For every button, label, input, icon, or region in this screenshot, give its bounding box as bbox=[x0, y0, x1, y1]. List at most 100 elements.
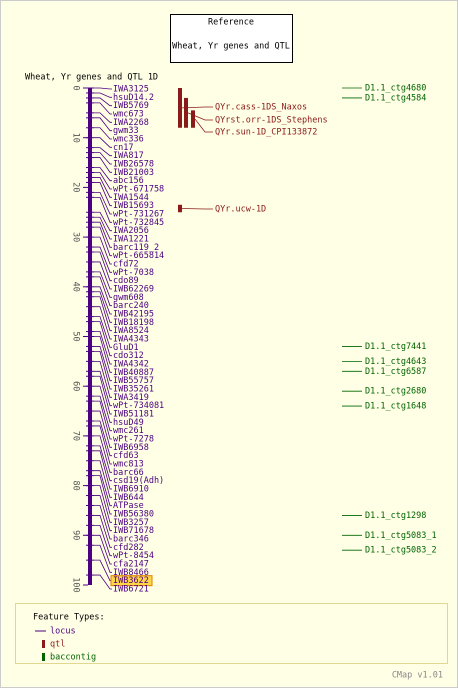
locus-label: IWB5769 bbox=[113, 101, 149, 111]
qtl-label: QYr.cass-1DS_Naxos bbox=[215, 103, 307, 113]
qtl-connector bbox=[181, 106, 213, 109]
locus-label: IWA4342 bbox=[113, 360, 149, 370]
locus-label: ATPase bbox=[113, 501, 144, 511]
footer: CMap v1.01 bbox=[392, 671, 443, 681]
contig-label: D1.1_ctg4584 bbox=[365, 93, 426, 103]
locus-connector bbox=[94, 221, 112, 248]
locus-label: wPt-734081 bbox=[113, 401, 164, 411]
locus-label: IWB8466 bbox=[113, 568, 149, 578]
locus-connector bbox=[94, 410, 112, 448]
locus-connector bbox=[94, 216, 112, 240]
locus-label: IWA3419 bbox=[113, 393, 149, 403]
locus-label: IWB35261 bbox=[113, 385, 154, 395]
locus-connector bbox=[94, 112, 112, 123]
locus-connector bbox=[94, 331, 112, 365]
locus-label: IWB62269 bbox=[113, 285, 154, 295]
locus-label: barc240 bbox=[113, 301, 149, 311]
tick-label: 40 bbox=[71, 282, 81, 292]
locus-label: wmc813 bbox=[113, 460, 144, 470]
legend-box bbox=[15, 603, 448, 664]
locus-connector bbox=[94, 346, 112, 382]
locus-label: cfd282 bbox=[113, 543, 144, 553]
locus-label: IWB40887 bbox=[113, 368, 154, 378]
locus-label: IWB55757 bbox=[113, 376, 154, 386]
locus-label: gwm608 bbox=[113, 293, 144, 303]
locus-connector bbox=[94, 211, 112, 232]
legend-title: Feature Types: bbox=[33, 613, 105, 623]
locus-label: IWB42195 bbox=[113, 310, 154, 320]
legend-contig-icon bbox=[42, 653, 45, 661]
tick-label: 20 bbox=[71, 182, 81, 192]
locus-label: cn17 bbox=[113, 143, 133, 153]
locus-connector bbox=[94, 291, 112, 323]
contig-label: D1.1_ctg5083_1 bbox=[365, 531, 437, 541]
locus-label: cfa2147 bbox=[113, 560, 149, 570]
locus-label: abc156 bbox=[113, 176, 144, 186]
locus-label: IWB644 bbox=[113, 493, 144, 503]
locus-connector bbox=[94, 102, 112, 115]
locus-connector bbox=[94, 97, 112, 107]
tick-label: 80 bbox=[71, 480, 81, 490]
qtl-bar bbox=[178, 204, 182, 213]
map-title: Wheat, Yr genes and QTL 1D bbox=[25, 73, 158, 83]
locus-label: cfd72 bbox=[113, 260, 139, 270]
locus-label: IWB6958 bbox=[113, 443, 149, 453]
qtl-bar bbox=[184, 97, 188, 128]
legend-item: locus bbox=[50, 627, 76, 637]
contig-label: D1.1_ctg7441 bbox=[365, 342, 426, 352]
tick-label: 60 bbox=[71, 381, 81, 391]
tick-label: 0 bbox=[71, 85, 81, 90]
locus-label: IWB6721 bbox=[113, 585, 149, 595]
locus-label: IWA3125 bbox=[113, 85, 149, 95]
locus-connector bbox=[94, 246, 112, 273]
locus-connector bbox=[94, 385, 112, 423]
locus-connector bbox=[94, 191, 112, 215]
highlight-box bbox=[110, 575, 153, 587]
locus-label: wPt-7278 bbox=[113, 435, 154, 445]
locus-connector bbox=[94, 505, 112, 540]
locus-connector bbox=[94, 360, 112, 398]
locus-label: csd19(Adh) bbox=[113, 476, 164, 486]
locus-connector bbox=[94, 127, 112, 140]
locus-connector bbox=[94, 450, 112, 490]
tick-label: 90 bbox=[71, 530, 81, 540]
locus-label: IWB56380 bbox=[113, 510, 154, 520]
locus-connector bbox=[94, 445, 112, 482]
locus-label: wPt-8454 bbox=[113, 551, 154, 561]
locus-connector bbox=[94, 370, 112, 407]
locus-connector bbox=[94, 92, 112, 98]
locus-label: barc119_2 bbox=[113, 243, 159, 253]
qtl-label: QYr.sun-1D_CPI133872 bbox=[215, 128, 317, 138]
contig-label: D1.1_ctg1648 bbox=[365, 402, 426, 412]
tick-label: 70 bbox=[71, 431, 81, 441]
locus-connector bbox=[94, 286, 112, 315]
contig-label: D1.1_ctg2680 bbox=[365, 387, 426, 397]
locus-label: cdo89 bbox=[113, 276, 139, 286]
locus-label: GluD1 bbox=[113, 343, 139, 353]
locus-connector bbox=[94, 420, 112, 457]
locus-connector bbox=[94, 271, 112, 298]
locus-label: wPt-671758 bbox=[113, 185, 164, 195]
locus-label: hsuD14.2 bbox=[113, 93, 154, 103]
locus-label: hsuD49 bbox=[113, 418, 144, 428]
qtl-label: QYr.ucw-1D bbox=[215, 205, 266, 215]
tick-label: 50 bbox=[71, 331, 81, 341]
locus-label: IWA2056 bbox=[113, 226, 149, 236]
locus-label: wPt-7038 bbox=[113, 268, 154, 278]
locus-connector bbox=[94, 485, 112, 523]
locus-label: barc346 bbox=[113, 535, 149, 545]
locus-label: IWB71678 bbox=[113, 526, 154, 536]
locus-label: wmc336 bbox=[113, 135, 144, 145]
locus-connector bbox=[94, 524, 112, 557]
locus-label: IWA8524 bbox=[113, 326, 149, 336]
qtl-label: QYrst.orr-1DS_Stephens bbox=[215, 116, 328, 126]
locus-label: IWA2268 bbox=[113, 118, 149, 128]
locus-connector bbox=[94, 460, 112, 498]
locus-label: IWA4343 bbox=[113, 335, 149, 345]
locus-label: cdo312 bbox=[113, 351, 144, 361]
qtl-connector bbox=[194, 118, 213, 133]
reference-subtitle: Wheat, Yr genes and QTL bbox=[172, 42, 290, 52]
locus-connector bbox=[94, 172, 112, 190]
